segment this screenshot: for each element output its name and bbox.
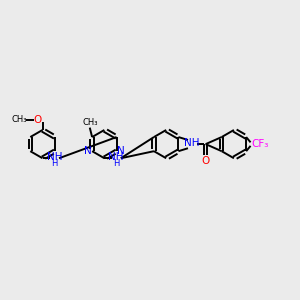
Text: NH: NH bbox=[108, 152, 124, 162]
Text: NH: NH bbox=[46, 152, 62, 162]
Text: NH: NH bbox=[184, 138, 200, 148]
Text: O: O bbox=[202, 156, 210, 166]
Text: H: H bbox=[51, 159, 58, 168]
Text: CH₃: CH₃ bbox=[82, 118, 98, 127]
Text: N: N bbox=[117, 146, 124, 156]
Text: CF₃: CF₃ bbox=[251, 139, 269, 149]
Text: H: H bbox=[113, 159, 119, 168]
Text: O: O bbox=[33, 115, 41, 125]
Text: CH₃: CH₃ bbox=[11, 115, 27, 124]
Text: N: N bbox=[84, 146, 92, 156]
